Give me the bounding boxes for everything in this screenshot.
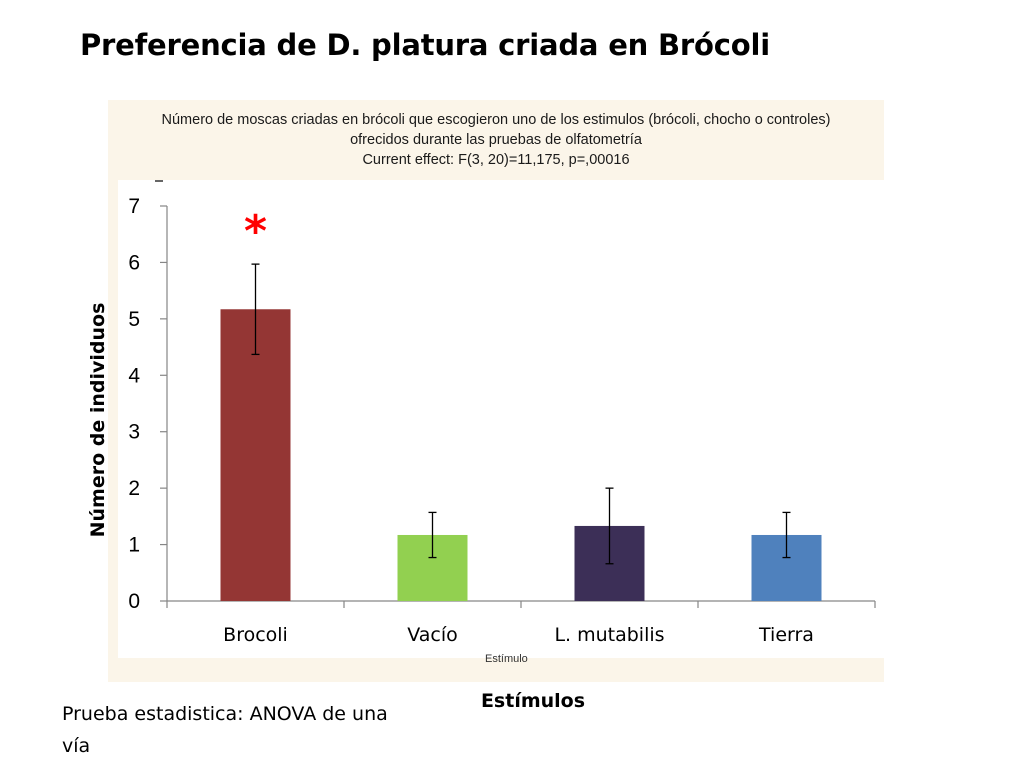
chart-header-line-2: ofrecidos durante las pruebas de olfatom… [350,132,642,148]
x-category-label: L. mutabilis [554,624,664,646]
x-category-label: Tierra [758,624,814,646]
y-axis-label: Número de individuos [87,302,109,538]
y-tick-label: 5 [128,308,140,331]
x-category-label: Brocoli [223,624,288,646]
underlying-x-axis-label: Estímulo [485,653,528,665]
chart-header-line-3: Current effect: F(3, 20)=11,175, p=,0001… [362,152,630,168]
slide-title: Preferencia de D. platura criada en Bróc… [80,28,770,62]
y-tick-label: 3 [128,421,140,444]
y-tick-label: 2 [128,477,140,500]
y-tick-label: 0 [128,590,140,613]
statistics-note: Prueba estadistica: ANOVA de una vía [62,703,388,757]
significance-marker: * [244,206,267,257]
chart-header: Número de moscas criadas en brócoli que … [108,110,884,170]
bar [220,309,291,601]
y-tick-label: 6 [128,251,140,274]
x-category-label: Vacío [407,624,458,646]
y-tick-label: 4 [128,364,140,387]
y-tick-label: 7 [128,195,140,218]
y-tick-label: 1 [128,534,140,557]
x-axis-label: Estímulos [480,690,586,712]
chart-header-line-1: Número de moscas criadas en brócoli que … [161,112,831,128]
